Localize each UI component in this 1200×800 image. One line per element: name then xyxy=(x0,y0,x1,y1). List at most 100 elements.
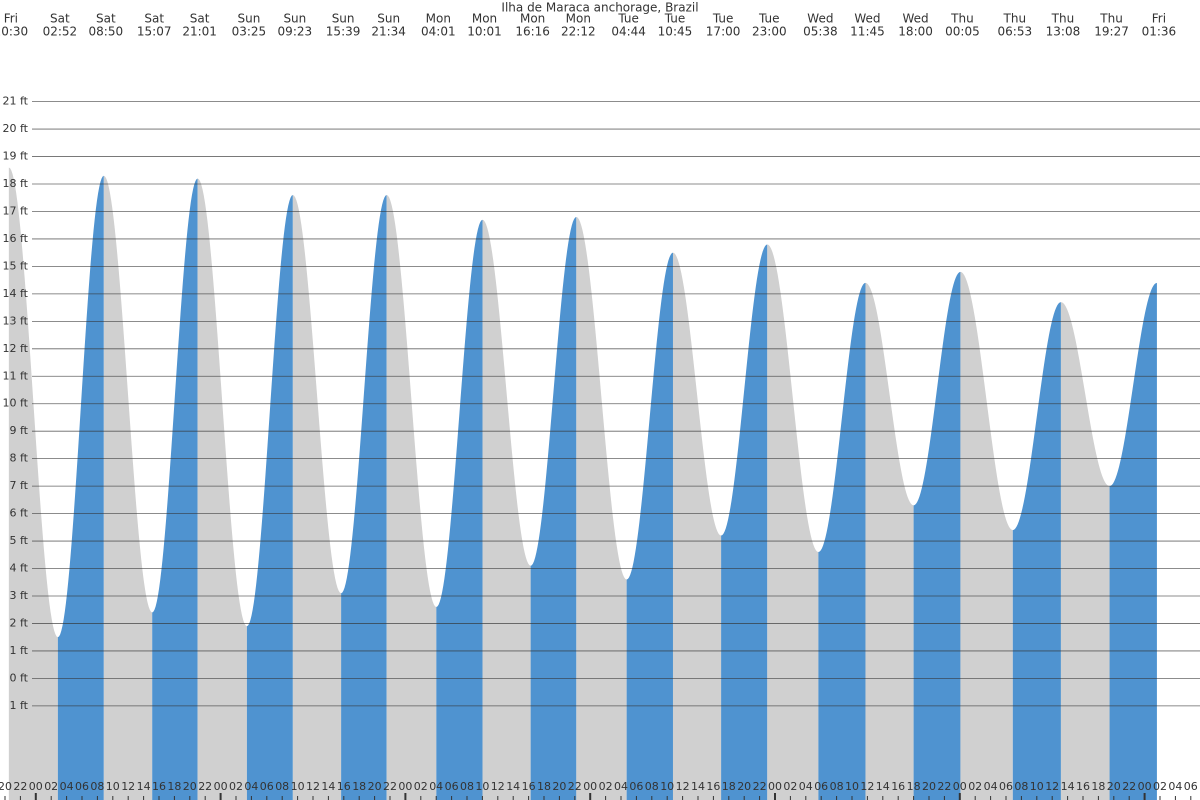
x-tick-label: 04 xyxy=(1168,780,1182,793)
falling-tide xyxy=(767,244,819,800)
y-tick-label: 10 ft xyxy=(3,397,29,410)
x-tick-label: 22 xyxy=(753,780,767,793)
extreme-day: Wed xyxy=(807,12,833,26)
rising-tide xyxy=(246,195,293,800)
x-tick-label: 08 xyxy=(1014,780,1028,793)
y-tick-label: 2 ft xyxy=(10,616,29,629)
x-tick-label: 00 xyxy=(214,780,228,793)
falling-tide xyxy=(197,178,247,800)
extreme-time: 16:16 xyxy=(515,25,550,39)
extreme-time: 19:27 xyxy=(1094,25,1129,39)
extreme-day: Sun xyxy=(377,12,400,26)
x-tick-label: 10 xyxy=(660,780,674,793)
extreme-time: 21:01 xyxy=(182,25,217,39)
x-tick-label: 04 xyxy=(799,780,813,793)
extreme-day: Fri xyxy=(4,12,18,26)
x-tick-label: 14 xyxy=(506,780,520,793)
extreme-day: Mon xyxy=(472,12,497,26)
extreme-time: 03:25 xyxy=(232,25,267,39)
x-tick-label: 08 xyxy=(90,780,104,793)
x-tick-label: 02 xyxy=(44,780,58,793)
x-tick-label: 02 xyxy=(599,780,613,793)
extreme-time: 10:45 xyxy=(658,25,693,39)
y-tick-label: 13 ft xyxy=(3,314,29,327)
x-tick-label: 18 xyxy=(352,780,366,793)
x-tick-label: 06 xyxy=(999,780,1013,793)
extreme-day: Tue xyxy=(758,12,780,26)
x-tick-label: 02 xyxy=(968,780,982,793)
y-tick-label: 0 ft xyxy=(10,671,29,684)
extreme-time: 02:52 xyxy=(43,25,78,39)
rising-tide xyxy=(530,216,577,800)
y-tick-label: 15 ft xyxy=(3,259,29,272)
x-tick-label: 00 xyxy=(29,780,43,793)
extreme-day: Sun xyxy=(237,12,260,26)
x-tick-label: 06 xyxy=(814,780,828,793)
extreme-day: Thu xyxy=(1051,12,1075,26)
extreme-time: 17:00 xyxy=(706,25,741,39)
falling-tide xyxy=(292,195,342,800)
x-tick-label: 12 xyxy=(676,780,690,793)
y-tick-label: 8 ft xyxy=(10,452,29,465)
x-tick-label: 04 xyxy=(60,780,74,793)
extreme-time: 21:34 xyxy=(371,25,406,39)
x-tick-label: 14 xyxy=(691,780,705,793)
x-tick-label: 20 xyxy=(1107,780,1121,793)
y-tick-label: 9 ft xyxy=(10,424,29,437)
extreme-time: 04:44 xyxy=(611,25,646,39)
x-tick-label: 10 xyxy=(106,780,120,793)
x-tick-label: 20 xyxy=(0,780,12,793)
x-tick-label: 06 xyxy=(445,780,459,793)
extreme-day: Sat xyxy=(50,12,70,26)
extreme-day: Wed xyxy=(854,12,880,26)
extreme-time: 05:38 xyxy=(803,25,838,39)
extreme-time: 01:36 xyxy=(1142,25,1177,39)
rising-tide xyxy=(341,195,387,800)
falling-tide xyxy=(482,219,531,800)
x-tick-label: 20 xyxy=(368,780,382,793)
extreme-time: 20:30 xyxy=(0,25,28,39)
x-tick-label: 18 xyxy=(537,780,551,793)
x-tick-label: 00 xyxy=(1138,780,1152,793)
x-tick-label: 12 xyxy=(860,780,874,793)
extreme-day: Tue xyxy=(664,12,686,26)
x-tick-label: 04 xyxy=(429,780,443,793)
x-tick-label: 06 xyxy=(75,780,89,793)
x-tick-label: 06 xyxy=(260,780,274,793)
x-tick-label: 00 xyxy=(953,780,967,793)
grid xyxy=(32,101,1200,707)
x-tick-label: 18 xyxy=(167,780,181,793)
x-tick-label: 04 xyxy=(614,780,628,793)
extreme-day: Mon xyxy=(520,12,545,26)
y-tick-label: 18 ft xyxy=(3,177,29,190)
extreme-time: 08:50 xyxy=(89,25,124,39)
x-tick-label: 16 xyxy=(337,780,351,793)
extreme-day: Sat xyxy=(96,12,116,26)
extreme-time: 13:08 xyxy=(1046,25,1081,39)
x-tick-label: 12 xyxy=(1045,780,1059,793)
x-tick-label: 12 xyxy=(306,780,320,793)
x-tick-label: 20 xyxy=(737,780,751,793)
rising-tide xyxy=(436,219,483,800)
falling-tide xyxy=(103,175,153,800)
x-tick-label: 22 xyxy=(1122,780,1136,793)
x-tick-label: 18 xyxy=(1091,780,1105,793)
x-tick-label: 10 xyxy=(475,780,489,793)
extreme-day: Thu xyxy=(950,12,974,26)
y-tick-label: 17 ft xyxy=(3,204,29,217)
x-tick-label: 22 xyxy=(198,780,212,793)
rising-tide xyxy=(152,178,198,800)
falling-tide xyxy=(1060,302,1110,800)
extreme-time: 18:00 xyxy=(898,25,933,39)
y-tick-label: 11 ft xyxy=(3,369,29,382)
extreme-day: Tue xyxy=(617,12,639,26)
falling-tide xyxy=(386,195,437,800)
extreme-time: 15:39 xyxy=(326,25,361,39)
x-tick-label: 08 xyxy=(275,780,289,793)
y-tick-label: 19 ft xyxy=(3,150,29,163)
extreme-day: Thu xyxy=(1003,12,1027,26)
extreme-time: 09:23 xyxy=(278,25,313,39)
extreme-time: 23:00 xyxy=(752,25,787,39)
x-tick-label: 14 xyxy=(1061,780,1075,793)
